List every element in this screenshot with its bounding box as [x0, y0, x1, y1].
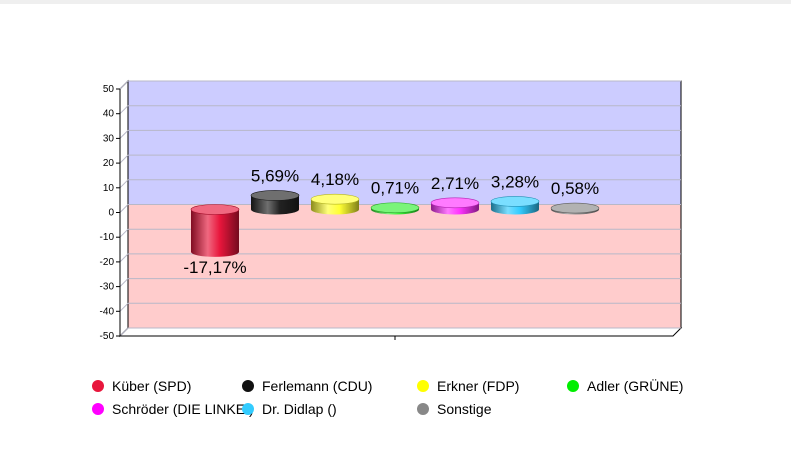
bar-body — [191, 209, 240, 257]
legend-label: Ferlemann (CDU) — [262, 378, 373, 394]
bar-top — [310, 193, 360, 205]
legend-label: Schröder (DIE LINKE.) — [112, 401, 254, 417]
legend-dot-icon — [242, 403, 254, 415]
legend-dot-icon — [92, 403, 104, 415]
bar-0 — [190, 204, 240, 257]
bar-6 — [550, 202, 600, 215]
grid-line-side — [119, 302, 129, 312]
legend-item: Schröder (DIE LINKE.) — [92, 401, 254, 417]
bar-top — [430, 197, 480, 209]
data-label-4: 2,71% — [431, 174, 479, 193]
bar-3 — [370, 202, 420, 215]
legend-item: Adler (GRÜNE) — [567, 378, 683, 394]
grid-line-side — [119, 80, 129, 90]
grid-line-side — [119, 130, 129, 139]
grid-line-side — [119, 204, 129, 213]
grid-line-side — [119, 228, 129, 238]
data-label-0: -17,17% — [183, 258, 246, 277]
y-tick-label: -40 — [100, 306, 115, 317]
legend-row: Schröder (DIE LINKE.) Dr. Didlap () Sonsti… — [92, 401, 752, 424]
y-tick-label: -30 — [100, 282, 115, 293]
bar-top — [550, 202, 600, 214]
y-tick-label: 0 — [108, 208, 114, 219]
legend-dot-icon — [242, 380, 254, 392]
y-tick-label: 30 — [103, 133, 115, 144]
chart-bars — [190, 190, 600, 257]
y-tick-label: 40 — [103, 109, 115, 120]
y-tick-label: -50 — [100, 331, 115, 342]
legend-label: Sonstige — [437, 401, 492, 417]
grid-line-side — [119, 327, 129, 337]
legend-label: Dr. Didlap () — [262, 401, 337, 417]
y-tick-label: 10 — [103, 183, 115, 194]
grid-line-side — [119, 253, 129, 263]
positive-region — [128, 81, 681, 205]
top-bar — [0, 0, 791, 4]
bar-4 — [430, 197, 480, 215]
bar-2 — [310, 193, 360, 215]
legend-label: Adler (GRÜNE) — [587, 378, 684, 394]
data-label-6: 0,58% — [551, 179, 599, 198]
legend-item: Dr. Didlap () — [242, 401, 337, 417]
bar-body — [251, 195, 299, 215]
chart-floor — [118, 327, 683, 337]
data-label-1: 5,69% — [251, 166, 299, 185]
data-label-3: 0,71% — [371, 179, 419, 198]
bar-1 — [250, 190, 300, 215]
y-axis: 50 40 30 20 10 0 -10 -20 -30 -40 -50 — [100, 84, 673, 342]
legend-dot-icon — [92, 380, 104, 392]
legend-row: Küber (SPD) Ferlemann (CDU) Erkner (FDP) Ad… — [92, 378, 752, 401]
bar-5 — [490, 196, 540, 215]
grid-line-side — [119, 278, 129, 287]
data-label-5: 3,28% — [491, 172, 539, 191]
grid-line-side — [119, 105, 129, 115]
bar-top — [370, 202, 420, 214]
bar-top — [490, 196, 540, 207]
legend: Küber (SPD) Ferlemann (CDU) Erkner (FDP) Ad… — [92, 378, 752, 424]
y-tick-label: -10 — [100, 232, 115, 243]
y-tick-label: 50 — [103, 84, 115, 95]
legend-label: Erkner (FDP) — [437, 378, 520, 394]
legend-dot-icon — [417, 380, 429, 392]
y-tick-label: -20 — [100, 257, 115, 268]
legend-dot-icon — [567, 380, 579, 392]
legend-dot-icon — [417, 403, 429, 415]
data-labels: -17,17% 5,69% 4,18% 0,71% 2,71% 3,28% 0,58% — [183, 166, 599, 276]
legend-label: Küber (SPD) — [112, 378, 192, 394]
legend-item: Küber (SPD) — [92, 378, 191, 394]
legend-item: Erkner (FDP) — [417, 378, 519, 394]
bar-top — [250, 190, 300, 201]
grid-line-side — [119, 179, 129, 189]
data-label-2: 4,18% — [311, 170, 359, 189]
y-tick-label: 20 — [103, 158, 115, 169]
legend-item: Ferlemann (CDU) — [242, 378, 372, 394]
grid-line-side — [119, 154, 129, 164]
bar-top — [190, 204, 240, 215]
legend-item: Sonstige — [417, 401, 491, 417]
